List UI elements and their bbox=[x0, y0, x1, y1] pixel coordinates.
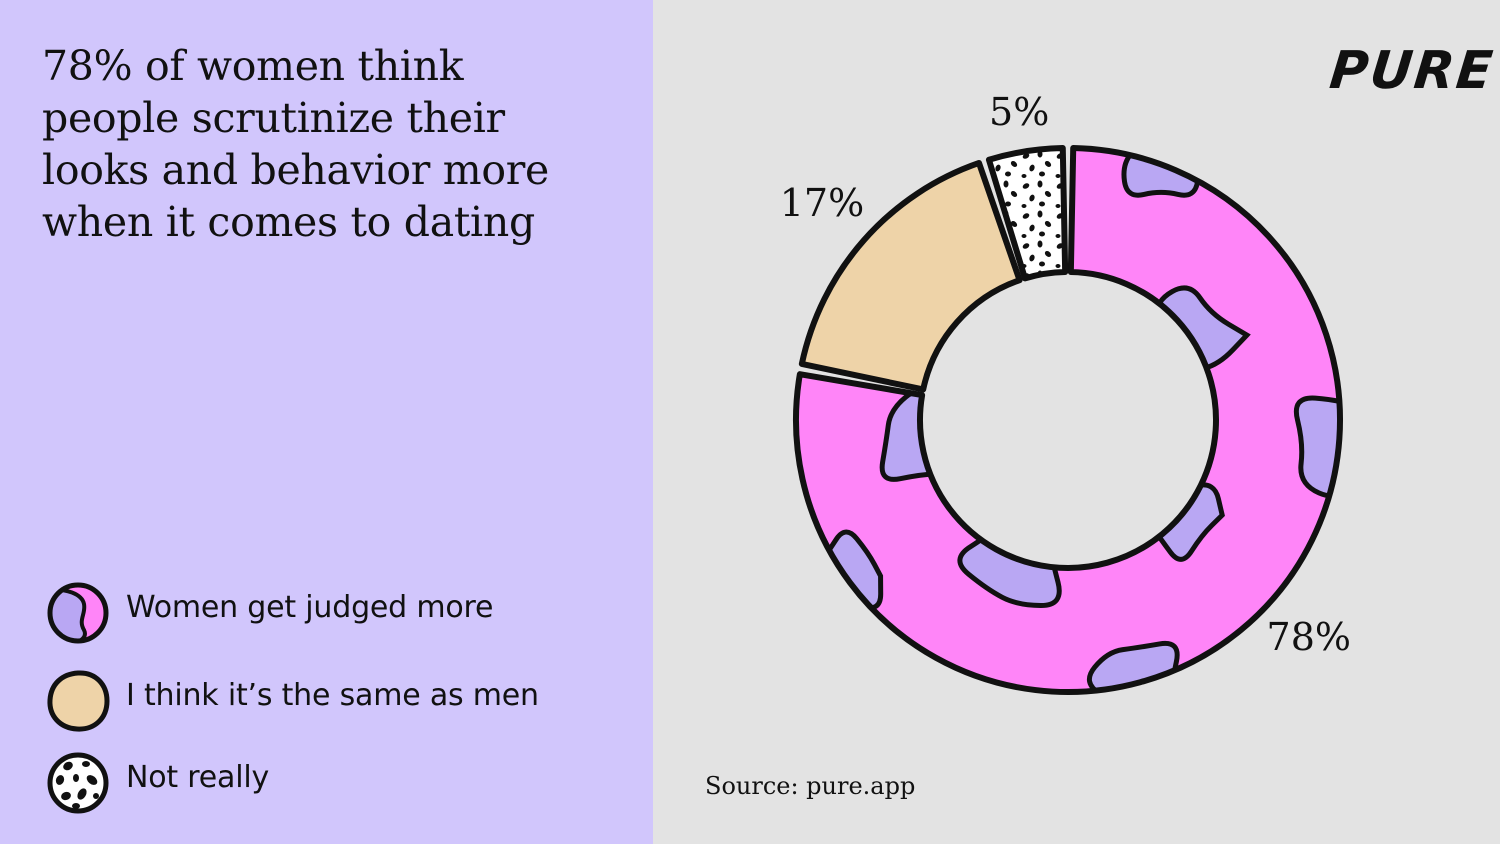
speckle-pattern-icon bbox=[47, 752, 109, 814]
source-note: Source: pure.app bbox=[705, 772, 916, 800]
pie-slice-women-judged-outline bbox=[793, 145, 1343, 695]
legend-item-not-really: Not really bbox=[46, 750, 606, 814]
donut-chart: 78% 17% 5% bbox=[780, 90, 1351, 695]
data-label-women-judged: 78% bbox=[1267, 615, 1351, 659]
legend-item-women-judged: Women get judged more bbox=[46, 580, 606, 644]
chart-title: 78% of women think people scrutinize the… bbox=[42, 42, 550, 246]
legend-label: Women get judged more bbox=[126, 590, 494, 625]
pie-slice-same-as-men-outline bbox=[798, 159, 1023, 393]
pie-slice-not-really-outline bbox=[985, 145, 1069, 282]
pie-slice-not-really bbox=[988, 148, 1066, 279]
legend-item-same-as-men: I think it’s the same as men bbox=[46, 668, 606, 732]
pie-slice-women-judged bbox=[796, 148, 1341, 693]
decorative-spot bbox=[1293, 395, 1341, 499]
blob-pattern-icon bbox=[47, 582, 109, 644]
legend-label: I think it’s the same as men bbox=[126, 678, 539, 713]
data-label-same-as-men: 17% bbox=[780, 181, 864, 225]
legend-label: Not really bbox=[126, 760, 270, 795]
beige-circle-icon bbox=[47, 670, 110, 732]
pie-slice-same-as-men bbox=[801, 162, 1020, 390]
data-label-not-really: 5% bbox=[989, 90, 1049, 134]
